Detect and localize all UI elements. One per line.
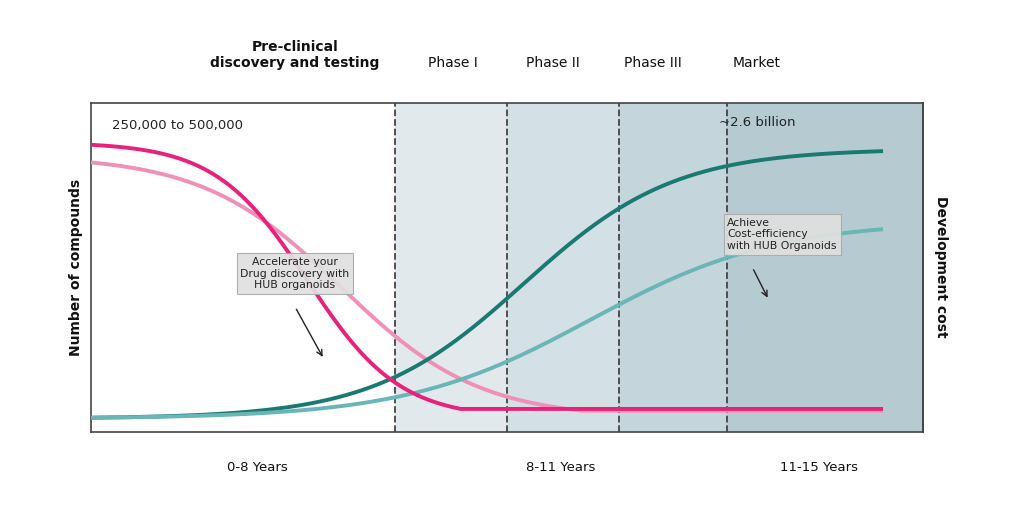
Text: Phase II: Phase II [526, 56, 580, 70]
Text: 11-15 Years: 11-15 Years [780, 462, 858, 474]
Bar [507, 103, 620, 432]
Y-axis label: Number of compounds: Number of compounds [69, 179, 83, 356]
Text: Accelerate your
Drug discovery with
HUB organoids: Accelerate your Drug discovery with HUB … [240, 258, 350, 290]
Bar [620, 103, 727, 432]
Text: Phase III: Phase III [624, 56, 681, 70]
Text: 250,000 to 500,000: 250,000 to 500,000 [112, 119, 243, 132]
Text: 0-8 Years: 0-8 Years [227, 462, 288, 474]
Text: Market: Market [732, 56, 781, 70]
Text: 8-11 Years: 8-11 Years [526, 462, 596, 474]
Y-axis label: Development cost: Development cost [934, 196, 948, 338]
Text: Achieve
Cost-efficiency
with HUB Organoids: Achieve Cost-efficiency with HUB Organoi… [727, 218, 837, 251]
Text: Pre-clinical
discovery and testing: Pre-clinical discovery and testing [210, 40, 379, 70]
Text: Phase I: Phase I [428, 56, 478, 70]
Bar [727, 103, 923, 432]
Bar [394, 103, 507, 432]
Text: ~2.6 billion: ~2.6 billion [719, 116, 796, 129]
